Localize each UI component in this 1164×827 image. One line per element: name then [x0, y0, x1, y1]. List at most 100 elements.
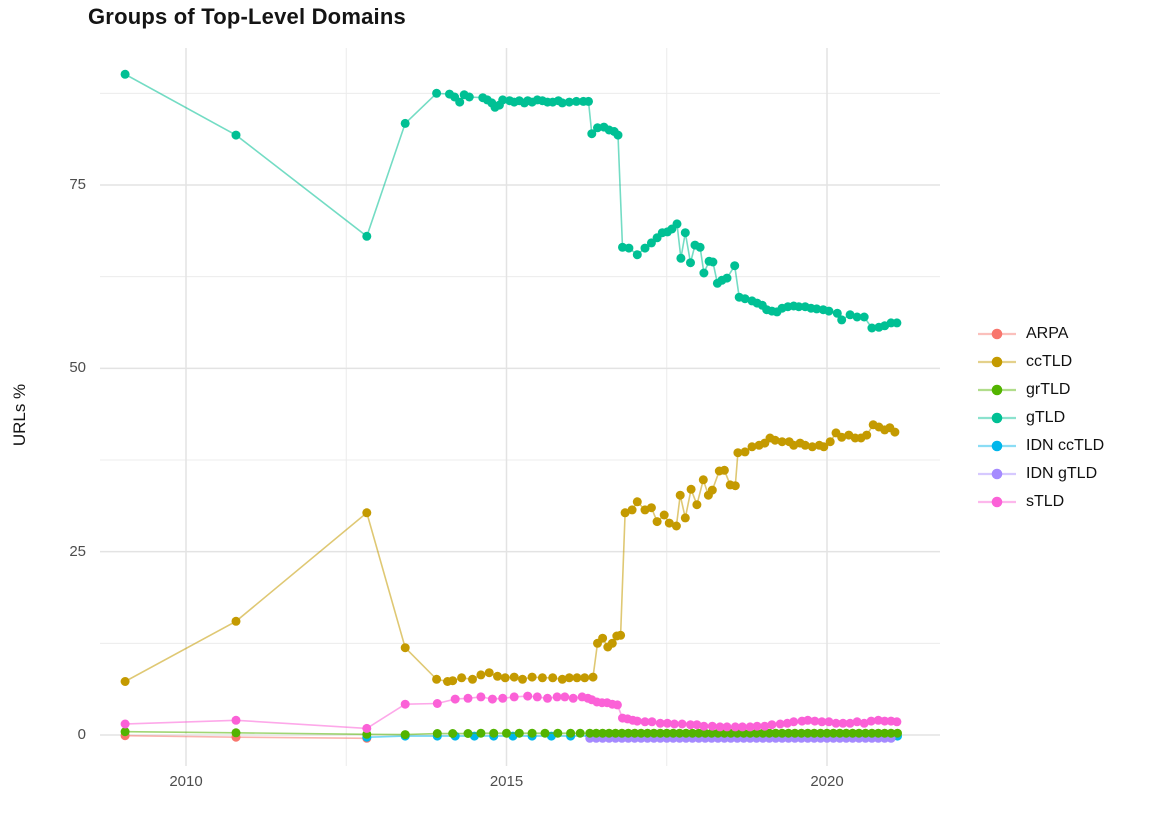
point-grtld [649, 728, 659, 738]
point-cctld [632, 497, 642, 507]
point-stld [845, 718, 855, 728]
point-stld [730, 722, 740, 732]
point-gtld [120, 69, 130, 79]
point-grtld [585, 728, 595, 738]
point-cctld [588, 672, 598, 682]
point-gtld [464, 92, 474, 102]
point-grtld [400, 730, 410, 740]
point-stld [838, 718, 848, 728]
point-stld [722, 722, 732, 732]
legend: ARPA ccTLD grTLD gTLD IDN ccTLD IDN gTLD sTLD [976, 320, 1104, 516]
legend-key-icon-idn-gtld [978, 468, 1016, 480]
point-stld [647, 717, 657, 727]
line-gtld [124, 73, 897, 329]
point-cctld [807, 442, 817, 452]
point-stld [775, 719, 785, 729]
point-cctld [719, 465, 729, 475]
point-cctld [862, 430, 872, 440]
point-stld [560, 692, 570, 702]
point-grtld [611, 728, 620, 738]
point-gtld [892, 318, 902, 328]
point-grtld [617, 728, 627, 738]
point-stld [640, 717, 650, 727]
point-grtld [867, 728, 877, 738]
legend-entry-stld: sTLD [976, 488, 1104, 516]
point-cctld [231, 616, 241, 626]
point-grtld [432, 729, 442, 738]
point-cctld [400, 643, 410, 653]
point-stld [810, 716, 820, 726]
point-cctld [671, 521, 681, 531]
point-cctld [675, 490, 685, 500]
point-grtld [540, 728, 550, 738]
point-stld [231, 715, 241, 725]
point-gtld [832, 308, 842, 318]
point-gtld [400, 118, 410, 128]
point-stld [803, 715, 813, 725]
point-grtld [553, 728, 563, 738]
point-cctld [740, 447, 750, 457]
point-gtld [432, 88, 442, 98]
point-cctld [120, 677, 130, 686]
point-stld [523, 691, 533, 701]
point-gtld [794, 302, 804, 312]
point-stld [715, 722, 725, 732]
x-tick-label: 2015 [489, 773, 524, 790]
point-cctld [432, 674, 442, 684]
point-grtld [835, 728, 845, 738]
point-stld [662, 718, 672, 728]
point-stld [669, 719, 679, 729]
point-stld [463, 693, 473, 703]
point-stld [752, 721, 762, 731]
point-gtld [587, 129, 597, 139]
legend-label: ARPA [1026, 325, 1069, 342]
point-gtld [624, 243, 634, 253]
point-grtld [636, 728, 646, 738]
point-cctld [652, 517, 662, 527]
legend-label: sTLD [1026, 493, 1065, 510]
point-grtld [591, 728, 601, 738]
line-arpa [125, 734, 367, 740]
point-stld [852, 717, 862, 727]
point-cctld [362, 508, 372, 518]
point-gtld [740, 294, 750, 304]
point-stld [892, 717, 902, 727]
point-cctld [646, 503, 656, 513]
point-gtld [708, 257, 718, 267]
point-grtld [758, 728, 768, 738]
point-stld [432, 699, 442, 708]
point-grtld [861, 728, 870, 738]
point-gtld [564, 97, 574, 107]
point-cctld [548, 673, 558, 683]
point-grtld [828, 728, 838, 738]
point-grtld [796, 728, 806, 738]
point-grtld [575, 728, 585, 738]
point-stld [450, 694, 460, 704]
point-grtld [841, 728, 851, 738]
point-grtld [476, 728, 486, 738]
point-cctld [800, 440, 810, 450]
point-grtld [764, 728, 774, 738]
point-gtld [362, 231, 372, 241]
point-grtld [120, 727, 130, 737]
point-grtld [886, 728, 896, 738]
point-grtld [668, 728, 678, 738]
point-grtld [566, 728, 576, 738]
legend-key-icon-gtld [978, 412, 1016, 424]
point-stld [568, 693, 578, 703]
point-stld [745, 722, 755, 732]
point-stld [677, 719, 687, 729]
point-gtld [680, 228, 690, 238]
chart-title: Groups of Top-Level Domains [88, 4, 406, 29]
point-grtld [854, 728, 864, 738]
point-cctld [518, 674, 527, 684]
point-grtld [771, 728, 781, 738]
point-cctld [572, 673, 582, 683]
legend-label: ccTLD [1026, 353, 1073, 370]
point-cctld [557, 674, 567, 684]
point-grtld [694, 728, 704, 738]
legend-key-dot-icon [991, 356, 1003, 368]
legend-key-icon-cctld [978, 356, 1016, 368]
point-grtld [873, 728, 883, 738]
